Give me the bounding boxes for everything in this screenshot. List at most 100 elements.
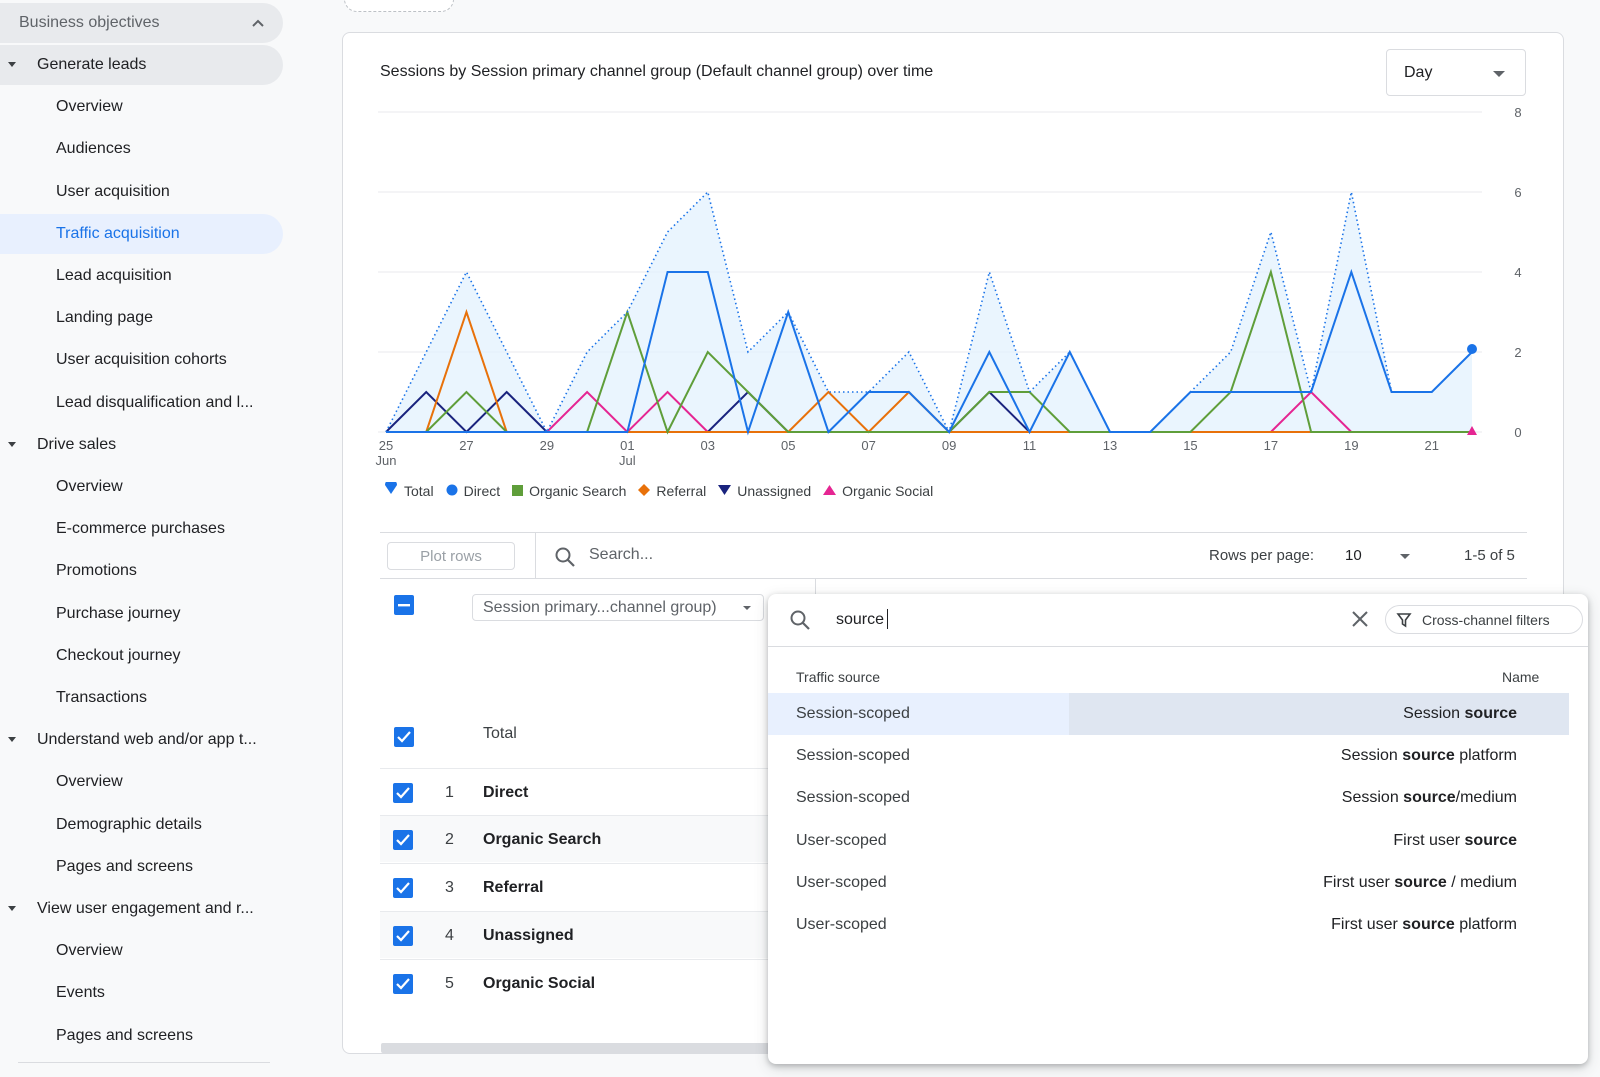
option-name-match: source <box>1403 789 1456 807</box>
horizontal-scrollbar[interactable] <box>381 1043 781 1053</box>
sidebar-item[interactable]: E-commerce purchases <box>0 509 283 549</box>
sidebar-group[interactable]: Drive sales <box>0 425 283 465</box>
sidebar-item[interactable]: Events <box>0 973 283 1013</box>
row-checkbox[interactable] <box>393 926 413 946</box>
select-all-checkbox[interactable] <box>394 595 414 615</box>
sidebar-item[interactable]: Demographic details <box>0 805 283 845</box>
total-end-marker <box>1467 344 1477 354</box>
table-row[interactable]: 4 Unassigned <box>380 911 772 958</box>
sidebar-item[interactable]: Overview <box>0 762 283 802</box>
sidebar-item-label: Promotions <box>56 562 137 580</box>
option-scope: Session-scoped <box>796 705 910 722</box>
x-tick-label: 01 <box>620 438 634 453</box>
add-filter-chip[interactable] <box>344 0 454 12</box>
x-tick-label: 21 <box>1425 438 1439 453</box>
option-scope: User-scoped <box>796 916 887 933</box>
total-checkbox[interactable] <box>394 727 414 747</box>
option-name-prefix: Session <box>1403 705 1465 722</box>
sidebar-item[interactable]: Purchase journey <box>0 594 283 634</box>
sidebar-group[interactable]: View user engagement and r... <box>0 889 283 929</box>
sidebar-item-label: Purchase journey <box>56 604 181 622</box>
sidebar-group-label: Generate leads <box>37 56 147 73</box>
legend-item[interactable]: Referral <box>638 483 706 499</box>
x-tick-label: 03 <box>701 438 715 453</box>
sidebar-item[interactable]: Pages and screens <box>0 847 283 887</box>
cross-channel-filters-button[interactable]: Cross-channel filters <box>1385 605 1583 634</box>
row-checkbox[interactable] <box>393 830 413 850</box>
sidebar-item-label: User acquisition <box>56 182 170 200</box>
legend-item[interactable]: Total <box>384 479 434 499</box>
chart-title: Sessions by Session primary channel grou… <box>380 63 934 80</box>
sidebar-item[interactable]: Transactions <box>0 678 283 718</box>
granularity-select[interactable]: Day <box>1386 49 1526 96</box>
dimension-option[interactable]: User-scoped First user source <box>768 820 1569 862</box>
sidebar-item[interactable]: Promotions <box>0 551 283 591</box>
check-icon <box>396 978 410 990</box>
sidebar-item[interactable]: Lead acquisition <box>0 256 283 296</box>
dimension-option[interactable]: User-scoped First user source / medium <box>768 862 1569 904</box>
option-name-match: source <box>1464 705 1517 722</box>
sidebar-item-label: Audiences <box>56 140 131 158</box>
legend-item[interactable]: Organic Social <box>823 483 933 499</box>
series-line-direct <box>386 268 1473 436</box>
organic-social-end-marker <box>1467 426 1477 435</box>
option-name-match: source <box>1394 873 1447 891</box>
legend-item[interactable]: Unassigned <box>718 483 811 499</box>
dimension-option[interactable]: Session-scoped Session source platform <box>768 735 1569 777</box>
sidebar-item[interactable]: Lead disqualification and l... <box>0 383 283 423</box>
total-row-label: Total <box>483 725 517 742</box>
row-number: 5 <box>445 975 454 992</box>
sidebar-section-header[interactable]: Business objectives <box>0 3 283 43</box>
option-highlight <box>1069 693 1569 735</box>
sidebar-item[interactable]: Overview <box>0 467 283 507</box>
legend-item[interactable]: Direct <box>446 483 500 499</box>
table-row[interactable]: 2 Organic Search <box>380 815 772 862</box>
dimension-option[interactable]: Session-scoped Session source/medium <box>768 777 1569 819</box>
row-checkbox[interactable] <box>393 974 413 994</box>
legend-item[interactable]: Organic Search <box>512 483 626 499</box>
legend-square-icon <box>512 483 524 499</box>
sidebar-group[interactable]: Generate leads <box>0 45 283 85</box>
sidebar-item-label: Overview <box>56 773 123 791</box>
sidebar-item[interactable]: User acquisition <box>0 172 283 212</box>
sidebar-item[interactable]: User acquisition cohorts <box>0 340 283 380</box>
plot-rows-button[interactable]: Plot rows <box>387 542 515 570</box>
caret-down-icon <box>8 441 16 447</box>
sidebar-item[interactable]: Landing page <box>0 298 283 338</box>
option-name-match: source <box>1402 916 1455 933</box>
x-tick-label: 19 <box>1344 438 1358 453</box>
sidebar-item-label: Pages and screens <box>56 1026 193 1044</box>
row-checkbox[interactable] <box>393 783 413 803</box>
sidebar-group-label: Understand web and/or app t... <box>37 731 257 749</box>
sidebar-item[interactable]: Traffic acquisition <box>0 213 283 254</box>
sidebar-item[interactable]: Overview <box>0 931 283 971</box>
table-row[interactable]: 1 Direct <box>380 768 772 815</box>
dimension-search-input[interactable]: source <box>836 611 885 628</box>
table-row[interactable]: 3 Referral <box>380 863 772 910</box>
dimension-option[interactable]: Session-scoped Session source <box>768 693 1569 735</box>
sidebar-item[interactable]: Overview <box>0 87 283 127</box>
sidebar: Business objectives Generate leads Overvie… <box>0 0 290 1077</box>
search-icon <box>790 610 810 630</box>
dropdown-arrow-icon[interactable] <box>1400 554 1410 559</box>
option-name-prefix: First user <box>1323 873 1395 891</box>
option-name-match: source <box>1402 747 1455 765</box>
sidebar-group[interactable]: Understand web and/or app t... <box>0 720 283 760</box>
check-icon <box>396 834 410 846</box>
cross-channel-filters-label: Cross-channel filters <box>1422 611 1550 628</box>
table-search-input[interactable]: Search... <box>589 546 654 563</box>
sidebar-item[interactable]: Audiences <box>0 129 283 169</box>
rows-per-page-select[interactable]: 10 <box>1345 547 1362 564</box>
sidebar-item[interactable]: Checkout journey <box>0 636 283 676</box>
dimension-option[interactable]: User-scoped First user source platform <box>768 904 1569 946</box>
option-name-prefix: Session <box>1340 747 1403 765</box>
sidebar-item[interactable]: Pages and screens <box>0 1016 283 1056</box>
sidebar-item-label: Lead acquisition <box>56 267 172 284</box>
x-tick-label: 09 <box>942 438 956 453</box>
clear-search-icon[interactable] <box>1350 609 1370 629</box>
option-name-prefix: First user <box>1393 831 1465 849</box>
option-name-prefix: Session <box>1341 789 1404 807</box>
table-row[interactable]: 5 Organic Social <box>380 959 772 1006</box>
row-checkbox[interactable] <box>393 878 413 898</box>
dimension-select[interactable]: Session primary...channel group) <box>472 594 764 621</box>
